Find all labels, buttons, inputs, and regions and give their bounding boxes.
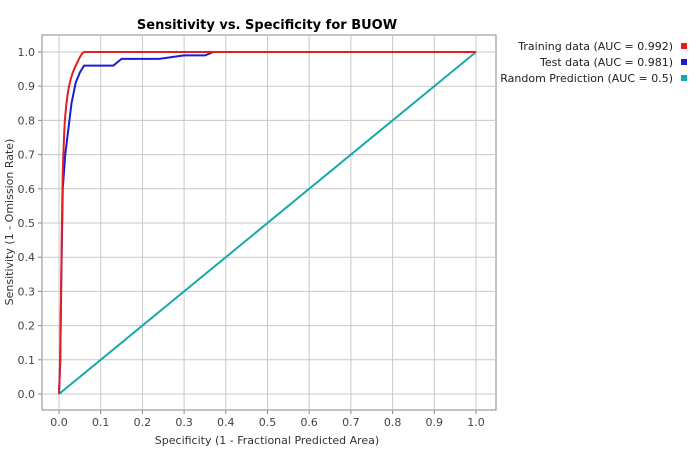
series-line-random — [58, 51, 477, 395]
legend-label-random: Random Prediction (AUC = 0.5) — [500, 72, 673, 85]
y-tick-label: 0.2 — [18, 320, 36, 333]
y-tick-label: 0.5 — [18, 217, 36, 230]
y-tick-label: 1.0 — [18, 46, 36, 59]
grid-lines — [42, 35, 496, 410]
y-tick-label: 0.8 — [18, 114, 36, 127]
x-tick-label: 0.8 — [384, 416, 402, 429]
x-tick-label: 0.1 — [92, 416, 110, 429]
series-layer — [58, 51, 477, 395]
x-tick-label: 0.5 — [259, 416, 277, 429]
x-tick-label: 0.6 — [300, 416, 318, 429]
y-tick-label: 0.0 — [18, 388, 36, 401]
legend-swatch-training — [681, 43, 687, 49]
y-tick-label: 0.9 — [18, 80, 36, 93]
y-tick-label: 0.3 — [18, 285, 36, 298]
x-tick-label: 0.0 — [50, 416, 68, 429]
legend-label-test: Test data (AUC = 0.981) — [539, 56, 673, 69]
legend-label-training: Training data (AUC = 0.992) — [517, 40, 673, 53]
y-axis-label: Sensitivity (1 - Omission Rate) — [3, 139, 16, 306]
legend: Training data (AUC = 0.992) Test data (AU… — [500, 40, 687, 85]
x-axis-label: Specificity (1 - Fractional Predicted Ar… — [155, 434, 379, 447]
x-tick-label: 1.0 — [467, 416, 485, 429]
legend-swatch-test — [681, 59, 687, 65]
chart-title: Sensitivity vs. Specificity for BUOW — [137, 18, 397, 33]
y-tick-label: 0.4 — [18, 251, 36, 264]
series-line-training — [58, 51, 476, 395]
x-tick-label: 0.3 — [175, 416, 193, 429]
x-tick-label: 0.9 — [426, 416, 444, 429]
y-tick-label: 0.6 — [18, 183, 36, 196]
x-tick-label: 0.2 — [134, 416, 152, 429]
x-tick-label: 0.7 — [342, 416, 360, 429]
y-tick-label: 0.1 — [18, 354, 36, 367]
tick-marks: 0.0 0.1 0.2 0.3 0.4 0.5 0.6 0.7 0.8 0.9 1.0 0.0 0.1 0… — [18, 46, 485, 429]
x-tick-label: 0.4 — [217, 416, 235, 429]
legend-swatch-random — [681, 75, 687, 81]
y-tick-label: 0.7 — [18, 149, 36, 162]
